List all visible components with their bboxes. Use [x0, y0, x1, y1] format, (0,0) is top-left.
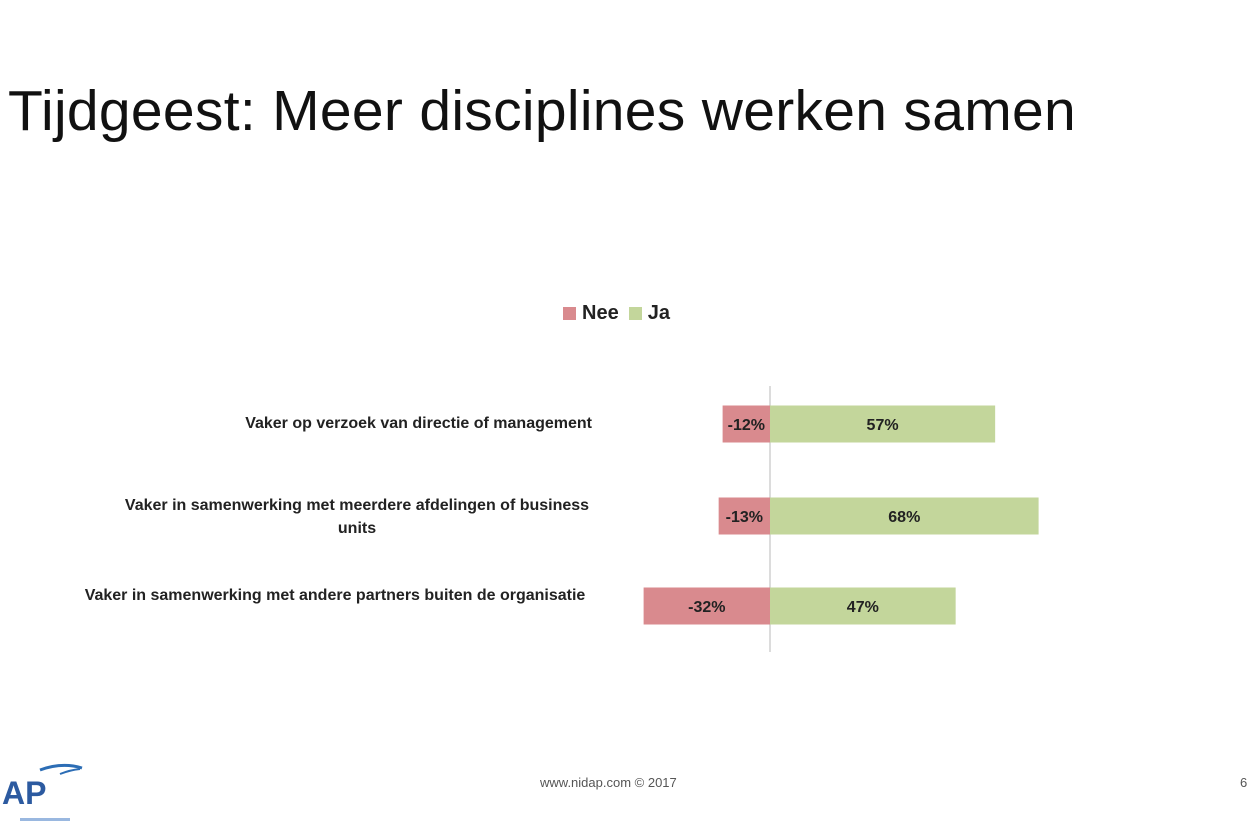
legend-item-ja: Ja — [628, 302, 670, 325]
data-label-ja-directie: 57% — [867, 417, 899, 434]
data-label-nee-directie: -12% — [728, 417, 765, 434]
nidap-logo: AP — [0, 760, 90, 830]
bar-nee-partners — [643, 587, 770, 625]
bar-ja-partners — [770, 587, 956, 625]
legend-swatch-nee — [563, 307, 576, 320]
data-label-nee-afdelingen: -13% — [726, 509, 763, 526]
data-label-nee-partners: -32% — [688, 599, 725, 616]
chart-legend: Nee Ja — [563, 302, 670, 325]
legend-swatch-ja — [628, 307, 642, 320]
page-number: 6 — [1240, 775, 1248, 790]
bar-ja-afdelingen — [770, 497, 1039, 535]
data-label-ja-afdelingen: 68% — [888, 509, 920, 526]
category-label-partners: Vaker in samenwerking met andere partner… — [84, 587, 586, 604]
legend-label-nee: Nee — [582, 302, 619, 324]
legend-label-ja: Ja — [647, 302, 670, 324]
bar-nee-directie — [722, 405, 770, 443]
legend-item-nee: Nee — [563, 302, 619, 325]
category-label-directie: Vaker op verzoek van directie of managem… — [245, 415, 592, 432]
data-label-ja-partners: 47% — [847, 599, 879, 616]
category-label-afdelingen: Vaker in samenwerking met meerdere afdel… — [124, 497, 590, 537]
slide-title: Tijdgeest: Meer disciplines werken samen — [8, 79, 1077, 143]
bar-nee-afdelingen — [718, 497, 770, 535]
footer-url: www.nidap.com © 2017 — [540, 775, 677, 790]
bar-ja-directie — [770, 405, 996, 443]
logo-text: AP — [2, 775, 46, 811]
